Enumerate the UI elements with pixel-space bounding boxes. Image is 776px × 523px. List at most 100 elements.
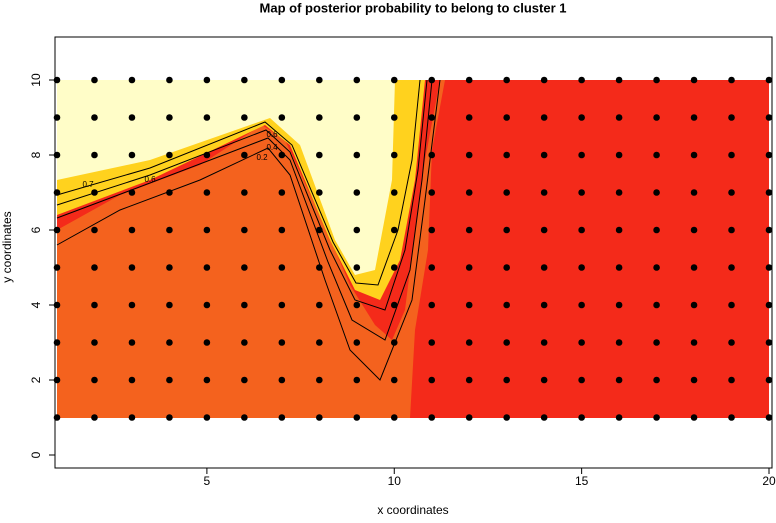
- grid-point: [428, 189, 436, 196]
- grid-point: [166, 264, 173, 271]
- grid-point: [428, 301, 436, 309]
- y-tick-label: 2: [29, 376, 43, 383]
- grid-point: [578, 151, 585, 159]
- grid-point: [278, 114, 286, 121]
- grid-point: [653, 264, 660, 271]
- grid-point: [578, 114, 585, 121]
- grid-point: [203, 339, 211, 346]
- contour-label: 0.7: [82, 180, 94, 189]
- y-tick-label: 10: [29, 73, 43, 87]
- grid-point: [390, 151, 398, 159]
- grid-point: [241, 151, 248, 159]
- grid-point: [690, 339, 698, 346]
- contour-line: [56, 79, 421, 286]
- grid-point: [540, 151, 548, 159]
- grid-point: [241, 264, 248, 271]
- grid-point: [615, 376, 623, 384]
- grid-point: [91, 414, 98, 421]
- grid-point: [53, 226, 61, 234]
- grid-point: [278, 151, 286, 159]
- grid-point: [503, 114, 510, 121]
- grid-point: [390, 376, 398, 384]
- grid-point: [465, 151, 473, 159]
- grid-point: [53, 114, 61, 121]
- grid-point: [653, 339, 660, 346]
- grid-point: [91, 339, 98, 346]
- x-tick-label: 15: [575, 474, 589, 488]
- grid-point: [690, 376, 698, 384]
- grid-point: [53, 264, 61, 271]
- grid-point: [428, 151, 436, 159]
- grid-point: [690, 301, 698, 309]
- grid-point: [166, 151, 173, 159]
- region-top: [57, 80, 395, 275]
- grid-point: [316, 189, 323, 196]
- grid-point: [166, 226, 173, 234]
- grid-point: [278, 264, 286, 271]
- grid-point: [540, 376, 548, 384]
- grid-point: [278, 76, 286, 84]
- y-tick-label: 6: [29, 226, 43, 233]
- grid-point: [241, 76, 248, 84]
- grid-point: [316, 301, 323, 309]
- grid-point: [728, 264, 735, 271]
- grid-point: [428, 114, 436, 121]
- grid-point: [166, 189, 173, 196]
- grid-point: [690, 114, 698, 121]
- grid-point: [203, 76, 211, 84]
- grid-point: [203, 414, 211, 421]
- grid-point: [353, 151, 361, 159]
- grid-point: [428, 76, 436, 84]
- grid-point: [316, 264, 323, 271]
- grid-point: [728, 301, 735, 309]
- grid-point: [353, 264, 361, 271]
- grid-point: [503, 376, 510, 384]
- grid-point: [390, 189, 398, 196]
- grid-point: [91, 76, 98, 84]
- grid-point: [428, 339, 436, 346]
- grid-point: [53, 189, 61, 196]
- heat-map: [57, 80, 769, 418]
- grid-point: [653, 376, 660, 384]
- grid-point: [540, 339, 548, 346]
- grid-point: [503, 264, 510, 271]
- grid-point: [316, 414, 323, 421]
- grid-point: [578, 264, 585, 271]
- contour-line: [56, 79, 433, 341]
- grid-point: [278, 226, 286, 234]
- grid-point: [540, 189, 548, 196]
- grid-point: [728, 114, 735, 121]
- grid-point: [615, 114, 623, 121]
- contour-label: 0.6: [144, 175, 156, 184]
- grid-point: [728, 226, 735, 234]
- grid-point: [728, 151, 735, 159]
- grid-point: [653, 226, 660, 234]
- grid-point: [653, 151, 660, 159]
- grid-point: [503, 76, 510, 84]
- grid-point: [690, 189, 698, 196]
- grid-point: [316, 76, 323, 84]
- grid-point: [615, 264, 623, 271]
- grid-point: [241, 301, 248, 309]
- grid-point: [390, 226, 398, 234]
- grid-point: [53, 301, 61, 309]
- grid-point: [765, 376, 773, 384]
- grid-point: [615, 189, 623, 196]
- grid-point: [765, 301, 773, 309]
- grid-point: [128, 264, 136, 271]
- grid-point: [615, 151, 623, 159]
- grid-point: [166, 376, 173, 384]
- grid-point: [690, 226, 698, 234]
- grid-point: [390, 264, 398, 271]
- grid-point: [615, 301, 623, 309]
- grid-point: [615, 339, 623, 346]
- grid-point: [128, 414, 136, 421]
- grid-point: [128, 376, 136, 384]
- grid-point: [166, 301, 173, 309]
- grid-point: [728, 414, 735, 421]
- grid-point: [203, 189, 211, 196]
- grid-point: [465, 226, 473, 234]
- grid-point: [128, 189, 136, 196]
- grid-point: [91, 151, 98, 159]
